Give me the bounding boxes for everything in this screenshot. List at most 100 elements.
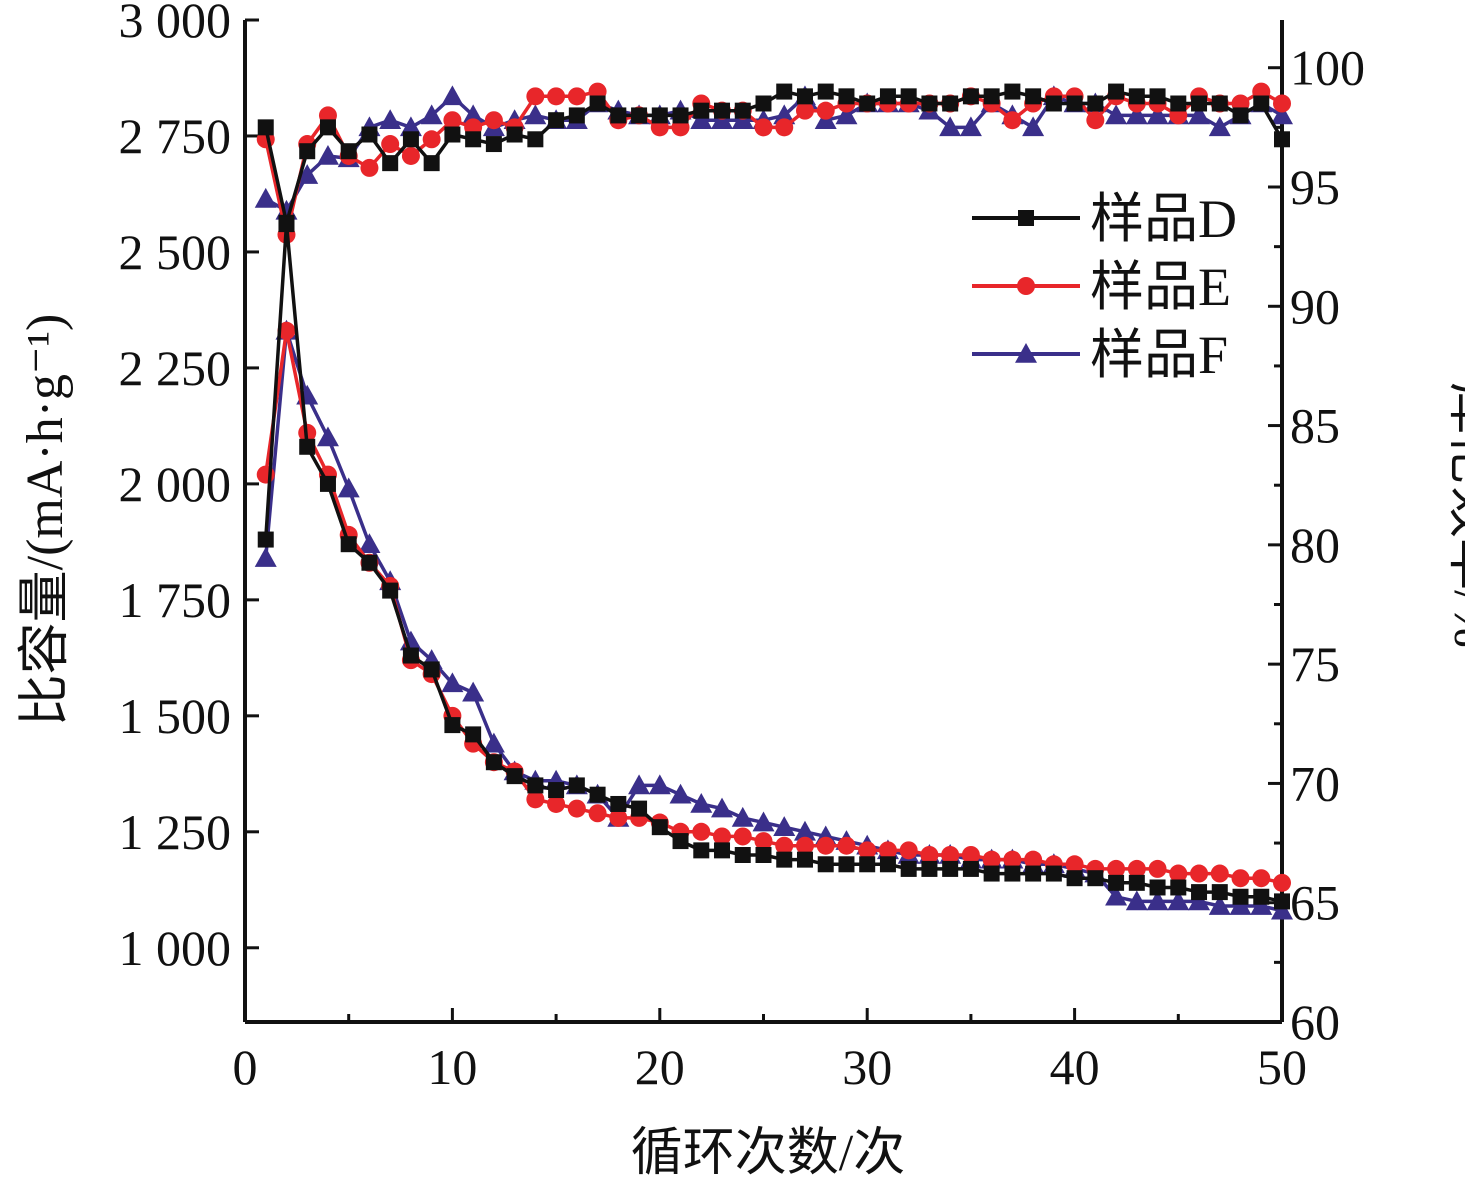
data-point bbox=[838, 88, 855, 105]
data-point bbox=[941, 846, 960, 864]
x-tick-label: 0 bbox=[233, 1039, 258, 1095]
data-point bbox=[835, 104, 858, 125]
data-point bbox=[610, 795, 627, 812]
data-point bbox=[942, 860, 959, 877]
data-point bbox=[548, 112, 565, 129]
data-point bbox=[441, 672, 464, 693]
series-right-square bbox=[257, 83, 1290, 231]
data-point bbox=[1231, 869, 1250, 888]
y-right-tick-label: 80 bbox=[1290, 517, 1340, 573]
data-point bbox=[1086, 111, 1105, 130]
data-point bbox=[340, 143, 357, 160]
data-point bbox=[962, 860, 979, 877]
data-point bbox=[752, 811, 775, 832]
y-left-tick-label: 1 500 bbox=[119, 688, 232, 744]
data-point bbox=[1045, 865, 1062, 882]
data-point bbox=[358, 533, 381, 553]
data-point bbox=[527, 131, 544, 148]
data-point bbox=[651, 107, 668, 124]
data-point bbox=[1108, 83, 1125, 100]
data-point bbox=[567, 799, 586, 818]
y-left-tick-label: 2 000 bbox=[119, 456, 232, 512]
data-point bbox=[754, 118, 773, 137]
data-point bbox=[1273, 873, 1291, 892]
data-point bbox=[690, 792, 713, 813]
data-point bbox=[257, 531, 274, 548]
data-point bbox=[319, 119, 336, 136]
y-left-tick-label: 1 750 bbox=[119, 572, 232, 628]
data-point bbox=[959, 116, 982, 137]
data-point bbox=[1125, 104, 1148, 125]
data-point bbox=[423, 661, 440, 678]
data-point bbox=[299, 438, 316, 455]
data-point bbox=[1003, 850, 1022, 869]
data-point bbox=[1252, 869, 1271, 888]
data-point bbox=[672, 107, 689, 124]
y-right-tick-label: 60 bbox=[1290, 994, 1340, 1050]
data-point bbox=[651, 819, 668, 836]
x-axis-title: 循环次数/次 bbox=[631, 1125, 905, 1181]
data-point bbox=[524, 104, 547, 125]
data-point bbox=[776, 83, 793, 100]
data-point bbox=[444, 126, 461, 143]
data-point bbox=[962, 88, 979, 105]
data-point bbox=[899, 841, 918, 860]
y-right-tick-label: 100 bbox=[1290, 40, 1365, 96]
data-point bbox=[361, 554, 378, 571]
y-right-tick-label: 70 bbox=[1290, 755, 1340, 811]
data-point bbox=[795, 836, 814, 855]
data-point bbox=[711, 797, 734, 818]
data-point bbox=[589, 786, 606, 803]
data-point bbox=[482, 732, 505, 753]
data-point bbox=[526, 790, 545, 809]
data-point bbox=[1271, 899, 1293, 920]
data-point bbox=[257, 119, 274, 136]
data-point bbox=[548, 782, 565, 799]
data-point bbox=[547, 794, 566, 813]
data-point bbox=[1149, 879, 1166, 896]
data-point bbox=[441, 85, 464, 106]
data-point bbox=[568, 777, 585, 794]
data-point bbox=[1208, 895, 1231, 915]
data-point bbox=[733, 827, 752, 846]
data-point bbox=[982, 850, 1001, 869]
data-point bbox=[1066, 95, 1083, 112]
data-point bbox=[773, 104, 796, 125]
data-point bbox=[1274, 893, 1290, 910]
data-point bbox=[1125, 890, 1148, 911]
data-point bbox=[462, 681, 485, 702]
data-point bbox=[567, 87, 586, 106]
data-point bbox=[361, 126, 378, 143]
data-point bbox=[402, 647, 419, 664]
data-point bbox=[1146, 890, 1169, 911]
y-right-axis-title: 库伦效率/% bbox=[1443, 382, 1465, 648]
data-point bbox=[879, 88, 896, 105]
data-point bbox=[648, 774, 671, 795]
data-point bbox=[961, 846, 980, 864]
data-point bbox=[921, 95, 938, 112]
data-point bbox=[942, 95, 959, 112]
data-point bbox=[693, 842, 710, 859]
y-right-tick-label: 65 bbox=[1290, 875, 1340, 931]
data-point bbox=[793, 820, 816, 841]
data-point bbox=[631, 800, 648, 817]
data-point bbox=[939, 116, 962, 137]
data-point bbox=[1087, 95, 1104, 112]
series-left-triangle bbox=[254, 319, 1293, 920]
data-point bbox=[1127, 859, 1146, 878]
plot-frame bbox=[243, 20, 1284, 1024]
data-point bbox=[1108, 874, 1125, 891]
data-point bbox=[755, 847, 772, 863]
data-point bbox=[817, 856, 834, 873]
data-point bbox=[382, 155, 399, 172]
y-right-tick-label: 75 bbox=[1290, 636, 1340, 692]
data-point bbox=[609, 808, 628, 827]
x-tick-label: 10 bbox=[427, 1039, 477, 1095]
data-point bbox=[296, 164, 319, 184]
data-point bbox=[588, 804, 607, 823]
data-point bbox=[714, 102, 731, 119]
data-point bbox=[1169, 864, 1188, 883]
data-point bbox=[693, 102, 710, 119]
y-left-tick-label: 2 500 bbox=[119, 224, 232, 280]
data-point bbox=[1148, 859, 1167, 878]
